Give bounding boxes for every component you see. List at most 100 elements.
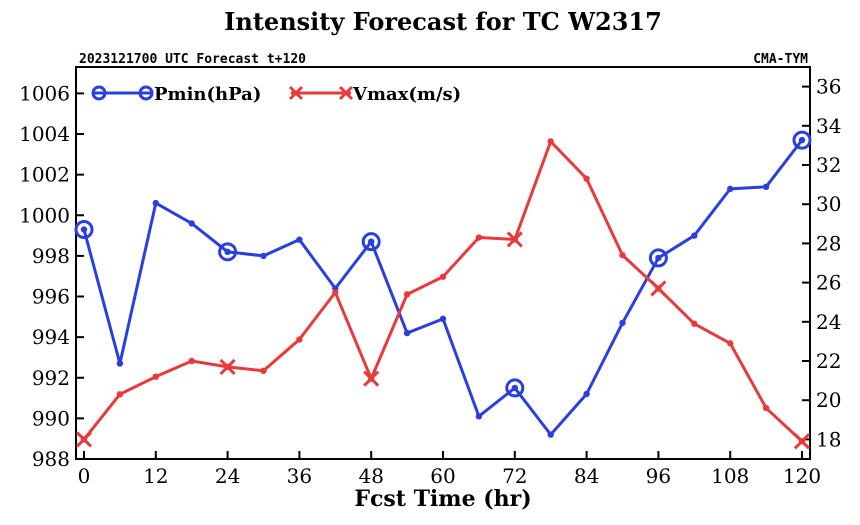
y-right-tick-label: 28 [816,231,841,255]
x-tick-label: 60 [430,464,455,488]
y-axis-left: 988 990 992 994 996 998 1000 1002 1004 1006 [19,81,84,471]
data-point-pmin [619,319,626,327]
x-tick-label: 84 [574,464,599,488]
marker-circle-pmin [218,242,238,262]
y-left-tick-label: 1000 [19,203,70,227]
y-left-tick-label: 994 [32,325,70,349]
legend-item-pmin: Pmin(hPa) [91,84,261,105]
data-point-pmin [224,248,231,256]
data-point-vmax [439,273,447,280]
marker-cross-vmax [75,431,93,448]
data-point-vmax [116,391,124,398]
data-point-pmin [296,236,303,243]
legend-marker-vmax-end [338,85,354,101]
data-point-pmin [691,232,698,239]
marker-cross-vmax [506,231,523,248]
y-left-tick-label: 992 [32,366,70,390]
x-tick-label: 36 [287,464,312,488]
data-point-vmax [403,291,411,298]
y-right-tick-label: 30 [816,192,841,216]
data-point-vmax [332,289,339,296]
y-right-tick-label: 22 [816,349,841,373]
y-right-tick-label: 36 [816,75,841,99]
x-tick-label: 96 [646,464,671,488]
marker-circle-pmin [361,232,381,252]
data-point-pmin [403,329,411,337]
series-vmax [75,138,811,450]
y-right-tick-label: 20 [816,388,841,412]
y-right-tick-label: 26 [816,271,841,295]
series-line-vmax [82,139,804,443]
chart-subtitle-right: CMA-TYM [753,52,808,67]
data-point-vmax [583,175,590,182]
marker-circle-pmin [505,378,525,398]
y-left-tick-label: 996 [32,285,70,309]
chart-legend: Pmin(hPa) Vmax(m/s) [91,84,461,105]
data-point-vmax [727,340,734,347]
marker-cross-vmax [219,358,236,375]
data-point-pmin [475,413,483,420]
y-left-tick-label: 990 [32,406,70,430]
data-point-vmax [260,367,267,374]
data-point-vmax [152,373,159,380]
y-axis-right: 18 20 22 24 26 28 30 32 34 36 [802,75,841,451]
data-point-pmin [583,390,590,398]
data-point-pmin [798,136,806,144]
y-right-tick-label: 18 [816,427,841,451]
data-point-pmin [762,183,770,191]
marker-cross-vmax [793,433,811,450]
marker-cross-vmax [650,280,667,297]
data-point-pmin [439,315,447,323]
data-point-vmax [188,357,195,365]
x-tick-label: 108 [711,464,749,488]
y-right-tick-label: 24 [816,310,841,334]
x-tick-label: 72 [502,464,527,488]
marker-cross-vmax [363,370,380,387]
x-tick-label: 120 [783,464,821,488]
series-pmin [74,130,812,438]
legend-label-pmin: Pmin(hPa) [154,84,261,105]
marker-circle-pmin [74,219,94,239]
chart-subtitle-left: 2023121700 UTC Forecast t+120 [79,52,306,67]
chart-title: Intensity Forecast for TC W2317 [224,7,662,36]
data-point-vmax [619,251,626,259]
y-left-tick-label: 1002 [19,163,70,187]
y-left-tick-label: 1004 [19,122,70,146]
data-point-pmin [368,238,375,245]
data-point-vmax [691,320,698,327]
data-point-vmax [296,336,303,343]
legend-marker-pmin-end [138,85,154,101]
legend-label-vmax: Vmax(m/s) [352,84,461,105]
marker-circle-pmin [648,248,668,268]
plot-frame [75,66,811,460]
x-tick-label: 24 [215,464,240,488]
y-left-tick-label: 1006 [19,81,70,105]
data-point-pmin [655,254,662,262]
x-tick-label: 12 [143,464,168,488]
y-right-tick-label: 32 [816,153,841,177]
x-tick-label: 48 [358,464,383,488]
y-right-tick-label: 34 [816,114,841,138]
y-left-tick-label: 998 [32,244,70,268]
marker-circle-pmin [792,130,812,150]
legend-item-vmax: Vmax(m/s) [288,84,461,105]
data-point-pmin [188,220,195,227]
series-line-pmin [82,139,804,437]
data-point-vmax [547,138,554,145]
data-point-pmin [260,252,267,260]
data-point-pmin [727,185,734,193]
data-point-pmin [80,226,88,233]
legend-marker-vmax-start [288,85,304,101]
data-point-pmin [511,384,518,392]
data-point-pmin [152,199,159,207]
data-point-vmax [475,234,483,241]
y-left-tick-label: 988 [32,447,70,471]
data-point-pmin [547,431,554,438]
x-tick-label: 0 [78,464,91,488]
series-layer [74,130,812,450]
x-axis: 0 12 24 36 48 60 72 84 96 108 120 [78,451,821,488]
legend-marker-pmin-start [91,85,107,101]
data-point-vmax [762,404,770,412]
x-axis-label: Fcst Time (hr) [354,486,531,512]
